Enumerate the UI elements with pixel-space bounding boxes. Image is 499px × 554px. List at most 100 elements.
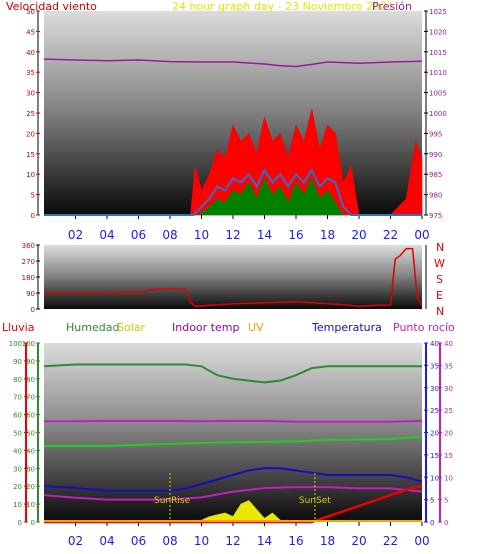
direction-y-axis-tick-label: 360: [22, 242, 35, 250]
pressure-line: [43, 58, 423, 68]
rain-y-tick-label: 0: [18, 519, 22, 527]
wind-average-line: [44, 168, 422, 216]
wind-speed-label: Velocidad viento: [6, 0, 97, 13]
humidity-x-axis-tick-label: 18: [320, 534, 335, 548]
temperature-y-tick-label: 5: [430, 497, 434, 505]
rain-y-tick-label: 20: [13, 483, 22, 491]
legend-temperatura: Temperatura: [311, 321, 382, 334]
humidity-x-axis-tick-label: 04: [99, 534, 114, 548]
humidity-x-axis-tick-label: 22: [383, 534, 398, 548]
direction-label-e: E: [436, 289, 443, 302]
wind-x-axis-tick-label: 04: [99, 228, 114, 242]
rain-line: [44, 484, 422, 524]
rain-y-tick-label: 40: [13, 447, 22, 455]
wind-low-area: [44, 177, 422, 216]
pressure-y-axis-tick-label: 1010: [429, 69, 447, 77]
wind-y-axis-tick-label: 0: [31, 212, 35, 220]
temperature-y-tick-label: 15: [430, 452, 439, 460]
pressure-label: Presión: [372, 0, 412, 13]
wind-direction-line: [44, 247, 423, 308]
pressure-y-axis-tick-label: 985: [429, 171, 442, 179]
dewpoint-y-tick-label: 40: [444, 340, 453, 348]
humidity-y-tick-label: 70: [26, 394, 35, 402]
wind-x-axis-tick-label: 12: [225, 228, 240, 242]
wind-x-axis-tick-label: 18: [320, 228, 335, 242]
wind-x-axis-tick-label: 02: [68, 228, 83, 242]
rain-y-tick-label: 90: [13, 358, 22, 366]
humidity-x-axis-labels: 02 04 06 08 10 12 14 16 18 20 22 00: [68, 522, 430, 548]
temperature-line: [43, 467, 423, 492]
pressure-y-axis-tick-label: 975: [429, 212, 442, 220]
legend-solar: Solar: [117, 321, 146, 334]
humidity-y-tick-label: 0: [31, 519, 35, 527]
humidity-line: [43, 363, 422, 384]
humidity-x-axis-tick-label: 14: [257, 534, 272, 548]
pressure-y-axis-tick-label: 990: [429, 151, 442, 159]
rain-y-tick-label: 80: [13, 376, 22, 384]
wind-x-axis-tick-label: 00: [414, 228, 429, 242]
wind-x-axis-tick-label: 06: [131, 228, 146, 242]
wind-x-axis-tick-label: 10: [194, 228, 209, 242]
humidity-y-tick-label: 90: [26, 358, 35, 366]
wind-y-axis-tick-label: 20: [26, 130, 35, 138]
humidity-y-tick-label: 40: [26, 447, 35, 455]
humidity-x-axis-tick-label: 02: [68, 534, 83, 548]
direction-y-axis-tick-label: 180: [22, 274, 35, 282]
dewpoint-y-tick-label: 0: [444, 519, 448, 527]
graph-title: 24 hour graph day - 23 Noviembre 2021: [172, 0, 394, 13]
direction-label-s: S: [436, 273, 443, 286]
indoor-temp-line: [44, 436, 422, 447]
direction-panel-bg: [44, 245, 422, 309]
temperature-y-tick-label: 30: [430, 385, 439, 393]
humidity-x-axis-tick-label: 10: [194, 534, 209, 548]
direction-y-axis-tick-label: 270: [22, 258, 35, 266]
humidity-x-axis-tick-label: 08: [162, 534, 177, 548]
temperature-y-tick-label: 10: [430, 474, 439, 482]
legend-humedad: Humedad: [66, 321, 119, 334]
dewpoint-y-tick-label: 20: [444, 430, 453, 438]
legend-punto-rocio: Punto rocío: [393, 321, 455, 334]
legend-lluvia: Lluvia: [2, 321, 34, 334]
temperature-y-tick-label: 0: [430, 519, 434, 527]
humidity-x-axis-tick-label: 16: [288, 534, 303, 548]
wind-y-axis-tick-label: 45: [26, 28, 35, 36]
humidity-y-tick-label: 30: [26, 465, 35, 473]
humidity-panel-bg: [44, 343, 422, 522]
rain-y-tick-label: 50: [13, 430, 22, 438]
legend-indoor-temp: Indoor temp: [172, 321, 239, 334]
humidity-y-tick-label: 60: [26, 412, 35, 420]
dewpoint-y-tick-label: 25: [444, 407, 453, 415]
wind-x-axis-labels: 02 04 06 08 10 12 14 16 18 20 22 00: [68, 215, 430, 242]
temperature-y-tick-label: 40: [430, 340, 439, 348]
sunset-label: SunSet: [299, 496, 331, 506]
wind-y-axis-tick-label: 15: [26, 151, 35, 159]
wind-y-axis-tick-label: 40: [26, 49, 35, 57]
humidity-y-tick-label: 20: [26, 483, 35, 491]
humidity-y-tick-label: 50: [26, 430, 35, 438]
humidity-y-tick-label: 100: [22, 340, 35, 348]
dewpoint-y-tick-label: 10: [444, 474, 453, 482]
humidity-x-axis-tick-label: 20: [351, 534, 366, 548]
dew-point-low-line: [43, 486, 423, 501]
dewpoint-y-tick-label: 5: [444, 497, 448, 505]
wind-y-axis-tick-label: 50: [26, 8, 35, 16]
sunrise-label: SunRise: [154, 496, 191, 506]
rain-y-tick-label: 70: [13, 394, 22, 402]
wind-x-axis-tick-label: 14: [257, 228, 272, 242]
dew-point-high-line: [44, 419, 423, 423]
pressure-y-axis-tick-label: 1000: [429, 110, 447, 118]
dewpoint-y-tick-label: 15: [444, 452, 453, 460]
pressure-y-axis-tick-label: 1020: [429, 28, 447, 36]
wind-y-axis-tick-label: 10: [26, 171, 35, 179]
pressure-y-axis-tick-label: 1005: [429, 90, 447, 98]
humidity-x-axis-tick-label: 12: [225, 534, 240, 548]
wind-x-axis-tick-label: 22: [383, 228, 398, 242]
temperature-y-tick-label: 35: [430, 362, 439, 370]
wind-y-axis-tick-label: 5: [31, 192, 35, 200]
wind-x-axis-tick-label: 20: [351, 228, 366, 242]
rain-y-tick-label: 100: [9, 340, 22, 348]
dewpoint-y-tick-label: 35: [444, 362, 453, 370]
rain-y-tick-label: 60: [13, 412, 22, 420]
dewpoint-y-tick-label: 30: [444, 385, 453, 393]
